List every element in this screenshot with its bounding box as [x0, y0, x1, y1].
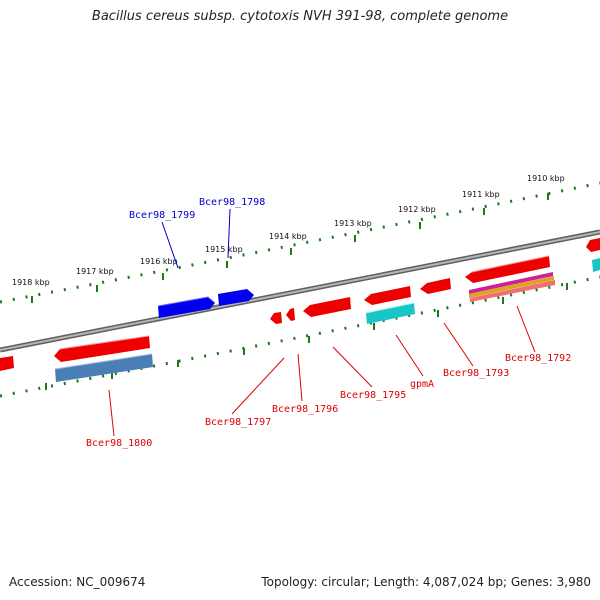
reverse-gene-bcer98-1797[interactable] [270, 312, 282, 324]
forward-label-connectors [161, 208, 231, 269]
reverse-gene-bcer98-1793[interactable] [420, 278, 451, 294]
kbp-label: 1918 kbp [12, 278, 50, 287]
gene-label-bcer98-1796[interactable]: Bcer98_1796 [272, 404, 338, 415]
kbp-label: 1916 kbp [140, 257, 178, 266]
reverse-gene-bcer98-1800-main[interactable] [54, 335, 150, 362]
reverse-gene-gpmA[interactable] [364, 286, 411, 305]
reverse-gene-bcer98-1792[interactable] [465, 255, 550, 283]
forward-gene-bcer98-1799[interactable] [157, 296, 216, 318]
forward-gene-bcer98-1798[interactable] [218, 289, 254, 306]
kbp-label: 1917 kbp [76, 267, 114, 276]
accession-text: Accession: NC_009674 [9, 575, 146, 589]
gene-label-bcer98-1800[interactable]: Bcer98_1800 [86, 438, 152, 449]
gene-label-bcer98-1795[interactable]: Bcer98_1795 [340, 390, 406, 401]
kbp-label: 1915 kbp [205, 245, 243, 254]
reverse-gene-bcer98-1800[interactable] [0, 356, 14, 371]
gene-label-bcer98-1793[interactable]: Bcer98_1793 [443, 368, 509, 379]
gene-label-bcer98-1798[interactable]: Bcer98_1798 [199, 197, 265, 208]
genome-summary-text: Topology: circular; Length: 4,087,024 bp… [261, 575, 591, 589]
reverse-gene-edge[interactable] [586, 238, 600, 252]
kbp-label: 1913 kbp [334, 219, 372, 228]
reverse-gene-bcer98-1795[interactable] [303, 297, 351, 317]
kbp-label: 1911 kbp [462, 190, 500, 199]
map-title: Bacillus cereus subsp. cytotoxis NVH 391… [91, 9, 509, 24]
gene-label-bcer98-1797[interactable]: Bcer98_1797 [205, 417, 271, 428]
cds-gpmA [365, 302, 415, 324]
kbp-label: 1914 kbp [269, 232, 307, 241]
gene-label-bcer98-1792[interactable]: Bcer98_1792 [505, 353, 571, 364]
feature-stack-bcer98-1792 [469, 272, 555, 302]
reverse-gene-bcer98-1796[interactable] [286, 308, 295, 321]
cds-edge [592, 258, 600, 272]
gene-label-gpmA[interactable]: gpmA [410, 379, 434, 390]
kbp-label: 1910 kbp [527, 174, 565, 183]
cds-bcer98-1800 [54, 353, 153, 382]
outer-major-ticks [31, 193, 549, 303]
kbp-label: 1912 kbp [398, 205, 436, 214]
reverse-label-connectors [108, 305, 536, 437]
gene-label-bcer98-1799[interactable]: Bcer98_1799 [129, 210, 195, 221]
